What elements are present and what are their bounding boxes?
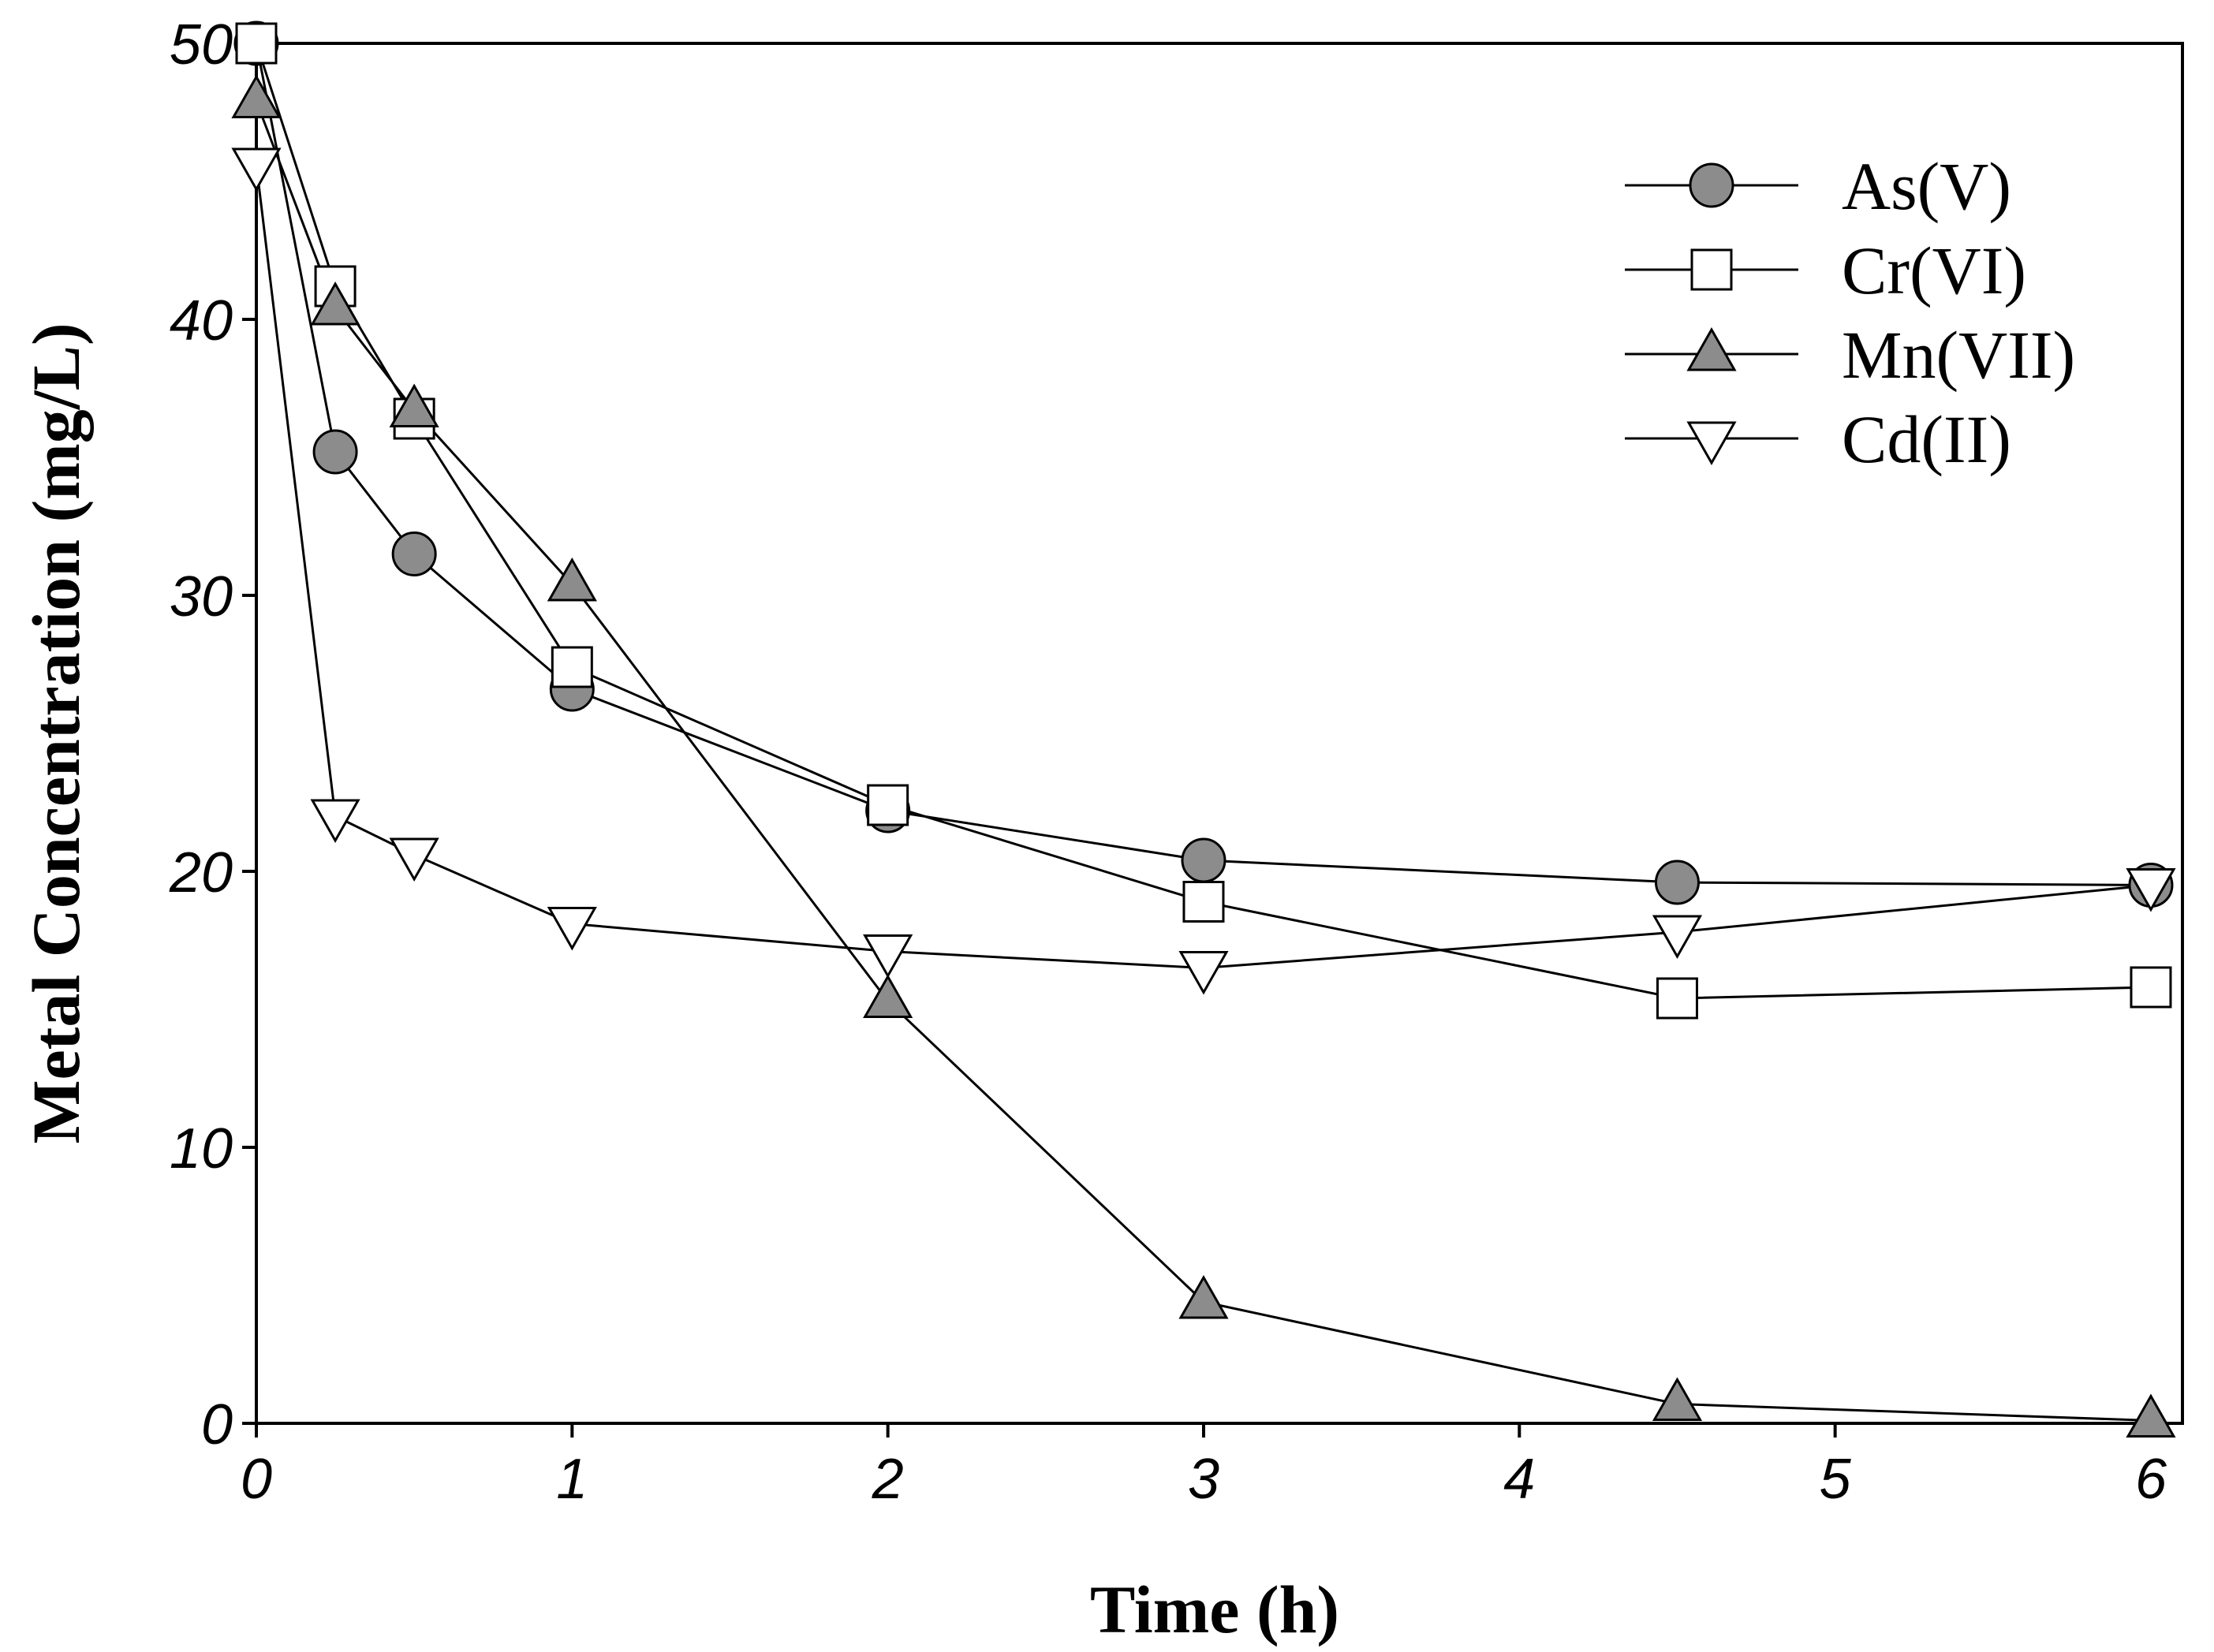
legend-label-as-v: As(V) — [1842, 148, 2011, 224]
x-tick-label: 5 — [1820, 1448, 1852, 1511]
x-tick-label: 2 — [872, 1448, 904, 1511]
data-point-mn-vii — [389, 383, 439, 427]
series-line-mn-vii — [255, 100, 2152, 1422]
x-tick-label: 1 — [556, 1448, 588, 1511]
legend-label-cd-ii: Cd(II) — [1842, 401, 2011, 477]
x-axis-ticks: 0 1 2 3 4 5 6 — [241, 1423, 2167, 1511]
data-point-cd-ii — [547, 907, 597, 951]
data-point-cd-ii — [310, 799, 360, 844]
y-tick-label: 50 — [170, 13, 233, 76]
legend-marker-cr-vi — [1690, 248, 1733, 291]
y-tick-label: 40 — [170, 289, 233, 352]
legend: As(V) Cr(VI) Mn(VII) Cd(II) — [1625, 148, 2075, 477]
x-tick-label: 3 — [1188, 1448, 1219, 1511]
y-tick-label: 0 — [201, 1393, 233, 1456]
data-point-mn-vii — [1178, 1274, 1229, 1319]
x-tick-label: 6 — [2135, 1448, 2167, 1511]
data-point-cr-vi — [1656, 977, 1698, 1020]
data-point-cr-vi — [2130, 966, 2172, 1009]
series-line-cd-ii — [255, 164, 2152, 970]
data-point-mn-vii — [231, 74, 282, 118]
data-point-cr-vi — [867, 784, 909, 826]
y-tick-label: 10 — [170, 1117, 233, 1180]
legend-label-mn-vii: Mn(VII) — [1842, 317, 2075, 393]
legend-label-cr-vi: Cr(VI) — [1842, 233, 2026, 308]
data-point-as-v — [391, 531, 437, 576]
series-layer — [231, 21, 2176, 1438]
data-point-cd-ii — [863, 934, 913, 979]
x-tick-label: 4 — [1503, 1448, 1535, 1511]
data-point-cd-ii — [1178, 951, 1229, 995]
data-point-cr-vi — [1182, 881, 1225, 923]
data-point-cd-ii — [389, 837, 439, 882]
legend-marker-as-v — [1689, 162, 1734, 208]
x-axis-title: Time (h) — [1090, 1572, 1339, 1647]
data-point-mn-vii — [310, 281, 360, 326]
data-point-cr-vi — [551, 646, 593, 688]
data-point-cd-ii — [1652, 915, 1703, 960]
legend-marker-cd-ii — [1686, 421, 1737, 466]
data-point-cd-ii — [2126, 868, 2176, 912]
y-tick-label: 20 — [169, 841, 233, 904]
data-point-mn-vii — [1652, 1377, 1703, 1421]
data-point-as-v — [1654, 860, 1700, 905]
data-point-mn-vii — [863, 974, 913, 1018]
x-tick-label: 0 — [241, 1448, 272, 1511]
data-point-cd-ii — [231, 147, 282, 192]
data-point-as-v — [312, 429, 358, 475]
data-point-mn-vii — [547, 557, 597, 602]
data-point-as-v — [1181, 837, 1226, 883]
data-point-mn-vii — [2126, 1393, 2176, 1438]
y-axis-ticks: 0 10 20 30 40 50 — [169, 13, 256, 1456]
plot-frame — [255, 42, 2184, 1425]
y-tick-label: 30 — [170, 565, 233, 628]
data-point-cr-vi — [235, 22, 278, 65]
legend-marker-mn-vii — [1686, 326, 1737, 371]
y-axis-title: Metal Concentration (mg/L) — [18, 323, 94, 1143]
